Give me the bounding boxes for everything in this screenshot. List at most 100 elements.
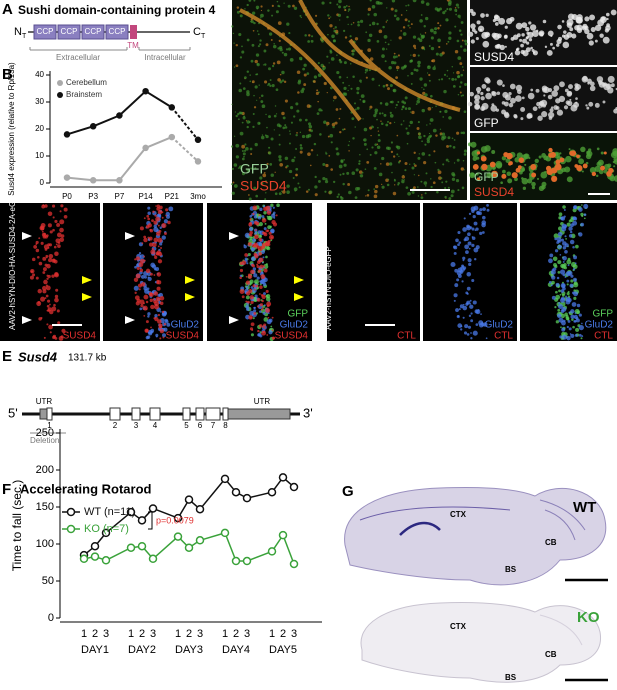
texture <box>451 66 454 68</box>
texture <box>457 14 461 18</box>
texture <box>358 162 361 165</box>
texture <box>457 323 463 328</box>
texture <box>39 225 45 231</box>
texture <box>389 83 393 88</box>
texture <box>430 36 434 40</box>
data-point <box>194 158 202 165</box>
texture <box>572 245 575 249</box>
texture <box>559 245 563 248</box>
texture <box>578 158 585 165</box>
texture <box>411 166 415 170</box>
texture <box>260 249 266 254</box>
texture <box>468 31 474 37</box>
texture <box>140 282 146 287</box>
texture <box>480 96 485 101</box>
texture <box>460 95 463 97</box>
data-point <box>220 528 230 538</box>
texture <box>56 232 62 238</box>
texture <box>414 164 417 167</box>
texture <box>438 176 442 180</box>
texture <box>563 215 566 218</box>
texture <box>267 316 270 319</box>
texture <box>382 25 385 29</box>
texture <box>237 112 240 116</box>
texture <box>452 84 456 88</box>
texture <box>233 184 238 188</box>
texture <box>338 117 341 120</box>
texture <box>349 63 352 65</box>
exon-number: 7 <box>211 421 216 430</box>
texture <box>231 191 235 195</box>
texture <box>485 337 488 340</box>
region: CB <box>545 650 557 659</box>
texture <box>518 165 522 169</box>
texture <box>576 154 580 159</box>
texture <box>576 310 580 315</box>
texture <box>329 24 333 28</box>
texture <box>299 150 303 154</box>
texture <box>35 243 38 245</box>
texture <box>308 125 313 129</box>
texture <box>420 194 423 196</box>
texture <box>524 163 527 166</box>
texture <box>260 9 263 12</box>
texture <box>56 309 60 313</box>
texture <box>566 335 571 341</box>
texture <box>157 313 161 317</box>
texture <box>147 315 150 318</box>
texture <box>596 174 599 178</box>
texture <box>343 86 347 90</box>
texture <box>44 204 48 208</box>
texture <box>256 276 260 280</box>
texture <box>139 307 143 311</box>
texture <box>237 118 240 121</box>
texture <box>589 81 595 87</box>
texture <box>156 204 160 208</box>
texture <box>348 5 350 8</box>
group-label: DAY4 <box>222 644 250 656</box>
texture <box>360 81 362 84</box>
texture <box>43 244 50 250</box>
legend-label: WT (n=11) <box>84 506 135 518</box>
texture <box>60 234 65 238</box>
texture <box>467 325 472 329</box>
texture <box>496 33 502 39</box>
texture <box>343 5 347 9</box>
texture <box>553 85 560 92</box>
texture <box>271 4 274 7</box>
texture <box>239 274 243 278</box>
texture <box>306 104 311 108</box>
texture <box>332 125 335 129</box>
texture <box>507 178 513 184</box>
texture <box>428 153 431 157</box>
texture <box>249 295 255 300</box>
texture <box>472 300 477 305</box>
texture <box>474 229 477 232</box>
texture <box>418 38 423 43</box>
texture <box>368 33 373 38</box>
x-tick-label: P3 <box>88 192 98 201</box>
texture <box>409 120 413 125</box>
texture <box>444 195 447 199</box>
texture <box>452 146 456 149</box>
texture <box>358 160 361 163</box>
texture <box>613 175 617 182</box>
texture <box>253 306 256 309</box>
texture <box>377 133 381 137</box>
texture <box>465 291 469 295</box>
texture <box>336 54 338 56</box>
texture <box>428 132 431 135</box>
texture <box>457 243 460 247</box>
texture <box>272 222 278 227</box>
texture <box>359 19 364 23</box>
texture <box>479 208 483 212</box>
texture <box>591 171 597 177</box>
texture <box>260 239 263 242</box>
texture <box>585 104 588 107</box>
texture <box>163 322 167 326</box>
texture <box>457 6 460 9</box>
texture <box>354 102 356 105</box>
texture <box>583 213 587 217</box>
texture <box>249 80 252 83</box>
data-point <box>220 474 230 484</box>
